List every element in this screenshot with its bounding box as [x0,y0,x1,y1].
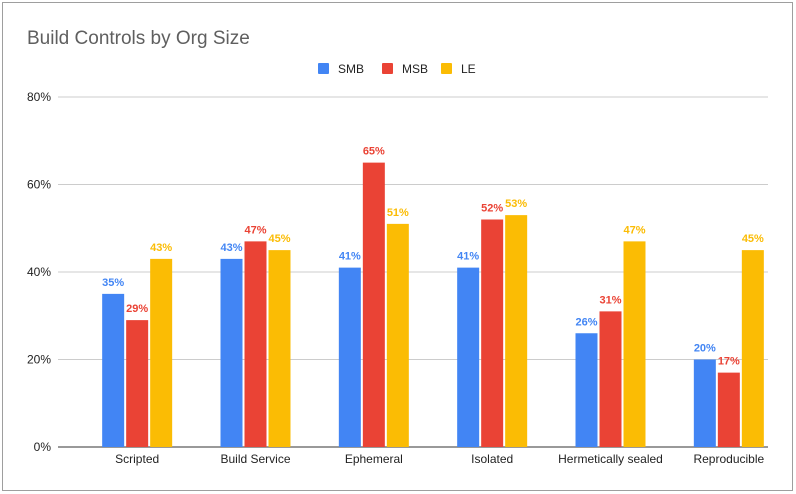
data-label: 47% [623,224,645,236]
x-tick-label: Scripted [115,452,159,466]
data-label: 17% [718,356,740,368]
bar-smb [693,359,716,447]
category-group: 20%17% 45% Reproducible [693,233,764,466]
bar-smb [220,258,243,447]
data-label: 41% [339,251,361,263]
data-label: 41% [457,251,479,263]
data-label: 26% [575,316,597,328]
bar-le [150,258,173,447]
bar-le [268,250,291,447]
category-group: 26%31% 47% Hermetically sealed [558,224,663,466]
y-tick-label: 20% [27,353,51,367]
x-tick-label: Isolated [471,452,513,466]
bar-le [741,250,764,447]
bar-smb [575,333,598,447]
category-group: 35% 29% 43% Scripted [102,242,172,466]
x-tick-label: Ephemeral [345,452,403,466]
bar-smb [102,293,125,447]
bar-le [386,223,409,447]
x-tick-label: Reproducible [693,452,764,466]
x-tick-label: Hermetically sealed [558,452,663,466]
bar-smb [338,267,361,447]
chart-title: Build Controls by Org Size [27,28,250,49]
data-label: 51% [387,207,409,219]
data-label: 65% [363,146,385,158]
category-group: 41% 65% 51% Ephemeral [339,146,409,466]
bar-msb [599,311,622,447]
bar-msb [362,162,385,447]
bar-le [505,215,528,447]
y-tick-label: 0% [34,440,52,454]
data-label: 31% [599,294,621,306]
legend-swatch-smb [318,63,329,74]
y-tick-label: 80% [27,90,51,104]
x-tick-label: Build Service [220,452,290,466]
legend-swatch-le [441,63,452,74]
category-group: 43%47%45% Build Service [220,224,290,466]
legend: SMB MSB LE [318,62,476,76]
data-label: 45% [268,233,290,245]
data-label: 43% [220,242,242,254]
bar-msb [244,241,267,447]
y-tick-label: 40% [27,265,51,279]
legend-label-msb: MSB [402,62,428,76]
y-tick-label: 60% [27,178,51,192]
data-label: 47% [244,224,266,236]
bar-msb [126,320,149,447]
data-label: 45% [742,233,764,245]
legend-label-smb: SMB [338,62,364,76]
legend-swatch-msb [382,63,393,74]
bar-msb [481,219,504,447]
bar-le [623,241,646,447]
legend-label-le: LE [461,62,476,76]
category-group: 41% 52% 53% Isolated [457,198,527,466]
data-label: 29% [126,303,148,315]
bar-msb [717,372,740,447]
data-label: 20% [694,343,716,355]
data-label: 43% [150,242,172,254]
data-label: 35% [102,277,124,289]
gridlines: 0% 20% 40% 60% 80% [27,90,768,454]
bar-smb [457,267,480,447]
data-label: 53% [505,198,527,210]
data-label: 52% [481,203,503,215]
